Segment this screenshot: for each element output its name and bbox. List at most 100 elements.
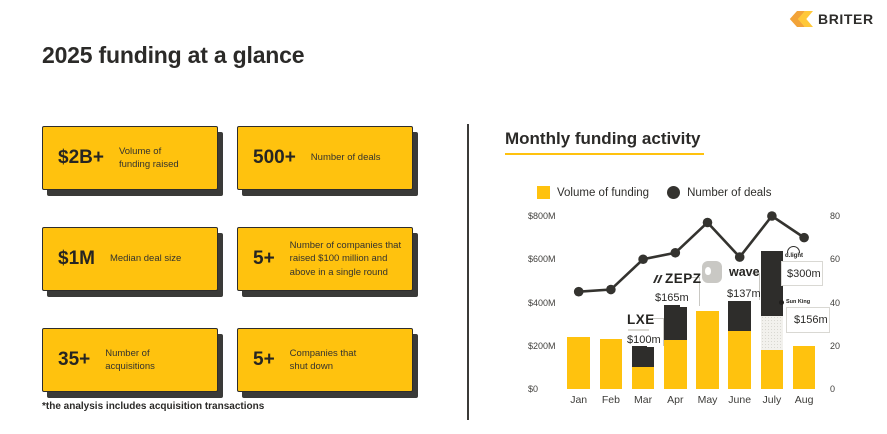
x-axis-label-aug: Aug: [794, 394, 814, 406]
zepz-logo: ZEPZ: [665, 271, 702, 286]
y-right-tick: 20: [830, 340, 841, 351]
y-left-tick: $400M: [528, 297, 556, 308]
deals-point-mar: [638, 254, 648, 265]
stat-label: Companies that shut down: [289, 347, 357, 372]
lxe-logo-subtext: [628, 329, 649, 331]
x-axis-label-apr: Apr: [667, 394, 684, 406]
bar-segment-july-sun-king: [760, 316, 784, 351]
deal-amount: $156m: [794, 314, 828, 326]
stat-value: $1M: [58, 248, 95, 269]
deals-point-july: [767, 211, 777, 221]
deals-point-jan: [573, 286, 584, 297]
x-axis-label-mar: Mar: [634, 394, 653, 406]
section-divider: [467, 124, 469, 420]
lxe-connector-line: [662, 318, 664, 346]
bar-segment-june-volume: [728, 330, 751, 389]
bar-segment-apr-zepz: [664, 304, 687, 341]
legend-item-volume: Volume of funding: [537, 186, 649, 199]
bar-segment-may-volume: [696, 311, 719, 389]
bar-segment-jan-volume: [567, 337, 590, 389]
stat-value: 5+: [253, 248, 275, 269]
x-axis-label-july: July: [762, 394, 782, 406]
deals-point-feb: [606, 284, 616, 295]
y-right-tick: 80: [830, 211, 841, 221]
deals-point-may: [702, 217, 713, 228]
stat-label: Number of acquisitions: [105, 347, 155, 372]
volume-swatch-icon: [537, 186, 550, 199]
stat-cards-grid: $2B+ Volume of funding raised 500+ Numbe…: [42, 126, 413, 392]
bar-segment-feb-volume: [599, 339, 623, 389]
x-axis-label-may: May: [697, 394, 718, 406]
deal-amount: $165m: [655, 292, 689, 304]
deals-point-apr: [670, 247, 681, 258]
footnote: *the analysis includes acquisition trans…: [42, 401, 265, 412]
bar-segment-july-volume: [760, 350, 784, 389]
y-left-tick: $0: [528, 384, 539, 394]
x-axis-label-june: June: [728, 394, 752, 406]
stat-value: 500+: [253, 147, 296, 168]
bar-segment-aug-volume: [792, 345, 816, 389]
legend-item-deals: Number of deals: [667, 186, 771, 199]
stat-label: Volume of funding raised: [118, 145, 179, 170]
sunking-sun-icon: [779, 299, 784, 305]
deal-amount-box: $300m: [781, 261, 823, 286]
stat-card-shutdowns: 5+ Companies that shut down: [237, 328, 413, 392]
briter-logo: BRITER: [789, 11, 874, 27]
callout-sunking: Sun King $156m: [779, 299, 830, 333]
callout-wave: wave $137m: [702, 261, 761, 300]
dlight-dome-icon: [787, 246, 800, 253]
y-left-tick: $800M: [528, 211, 556, 221]
stat-label: Median deal size: [109, 253, 182, 265]
y-right-tick: 40: [830, 297, 841, 308]
stat-card-megadeals: 5+ Number of companies that raised $100 …: [237, 227, 413, 291]
bar-segment-mar-volume: [631, 367, 655, 389]
stat-value: 35+: [58, 349, 91, 370]
chart-title-underline: [505, 153, 704, 155]
deal-amount: $100m: [627, 334, 661, 346]
wave-penguin-icon: [702, 261, 722, 283]
y-left-tick: $200M: [528, 340, 556, 351]
stat-label: Number of deals: [310, 152, 381, 164]
bar-segment-june-wave: [728, 300, 751, 331]
y-right-tick: 0: [830, 384, 836, 394]
bar-segment-apr-volume: [664, 340, 687, 389]
page-title: 2025 funding at a glance: [42, 42, 305, 68]
briter-chevron-icon: [789, 11, 805, 27]
legend-label: Volume of funding: [557, 186, 650, 199]
briter-chevron-icon: [797, 11, 813, 27]
deal-amount: $300m: [787, 267, 821, 280]
chart-title: Monthly funding activity: [505, 129, 701, 148]
deal-amount-box: $156m: [786, 307, 830, 333]
zepz-mark-icon: [653, 275, 663, 283]
stat-value: $2B+: [58, 147, 104, 168]
sunking-logo: Sun King: [786, 299, 811, 305]
callout-dlight: d.light $300m: [781, 246, 823, 286]
stat-value: 5+: [253, 349, 275, 370]
stat-card-acquisitions: 35+ Number of acquisitions: [42, 328, 218, 392]
y-right-tick: 60: [830, 254, 841, 265]
deals-swatch-icon: [667, 186, 681, 199]
stat-label: Number of companies that raised $100 mil…: [289, 240, 402, 278]
dlight-logo: d.light: [785, 253, 803, 259]
lxe-connector-tick: [647, 345, 655, 347]
deals-point-aug: [799, 232, 809, 243]
wave-logo: wave: [729, 265, 760, 279]
stat-card-funding-volume: $2B+ Volume of funding raised: [42, 126, 218, 190]
brand-name: BRITER: [818, 11, 874, 27]
callout-zepz: ZEPZ $165m: [652, 271, 702, 304]
chart-legend: Volume of funding Number of deals: [537, 186, 771, 199]
stat-card-median-deal: $1M Median deal size: [42, 227, 218, 291]
bar-segment-mar-lxe: [631, 345, 655, 368]
y-left-tick: $600M: [528, 254, 556, 265]
lxe-connector-line: [652, 318, 663, 320]
legend-label: Number of deals: [687, 186, 772, 199]
stat-card-deal-count: 500+ Number of deals: [237, 126, 413, 190]
lxe-logo: LXE: [627, 312, 655, 327]
callout-lxe: LXE $100m: [627, 312, 661, 346]
deal-amount: $137m: [727, 288, 761, 300]
zepz-connector-tick: [680, 305, 690, 307]
x-axis-label-feb: Feb: [601, 394, 620, 406]
